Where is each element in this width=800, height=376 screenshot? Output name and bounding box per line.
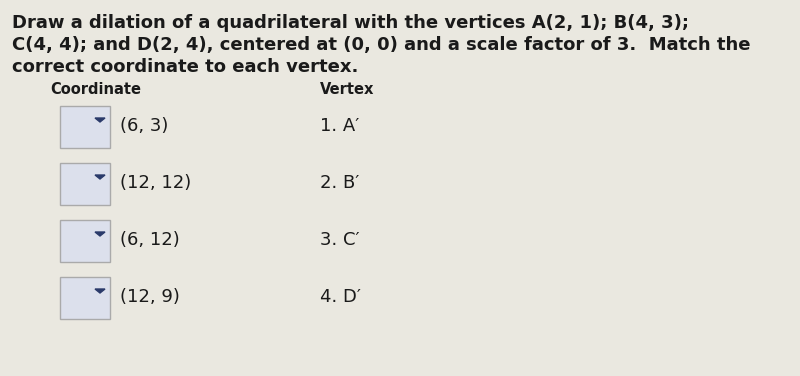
Text: 4. D′: 4. D′	[320, 288, 361, 306]
Text: 1. A′: 1. A′	[320, 117, 359, 135]
Text: (12, 9): (12, 9)	[120, 288, 180, 306]
Polygon shape	[95, 289, 105, 293]
Polygon shape	[95, 118, 105, 122]
Polygon shape	[95, 175, 105, 179]
Text: 3. C′: 3. C′	[320, 231, 360, 249]
Text: correct coordinate to each vertex.: correct coordinate to each vertex.	[12, 58, 358, 76]
Text: (6, 12): (6, 12)	[120, 231, 180, 249]
Text: 2. B′: 2. B′	[320, 174, 359, 192]
FancyBboxPatch shape	[60, 277, 110, 319]
FancyBboxPatch shape	[60, 163, 110, 205]
FancyBboxPatch shape	[60, 106, 110, 148]
Text: C(4, 4); and D(2, 4), centered at (0, 0) and a scale factor of 3.  Match the: C(4, 4); and D(2, 4), centered at (0, 0)…	[12, 36, 750, 54]
Polygon shape	[95, 232, 105, 236]
Text: (6, 3): (6, 3)	[120, 117, 168, 135]
Text: (12, 12): (12, 12)	[120, 174, 191, 192]
Text: Coordinate: Coordinate	[50, 82, 141, 97]
Text: Draw a dilation of a quadrilateral with the vertices A(2, 1); B(4, 3);: Draw a dilation of a quadrilateral with …	[12, 14, 689, 32]
FancyBboxPatch shape	[60, 220, 110, 262]
Text: Vertex: Vertex	[320, 82, 374, 97]
